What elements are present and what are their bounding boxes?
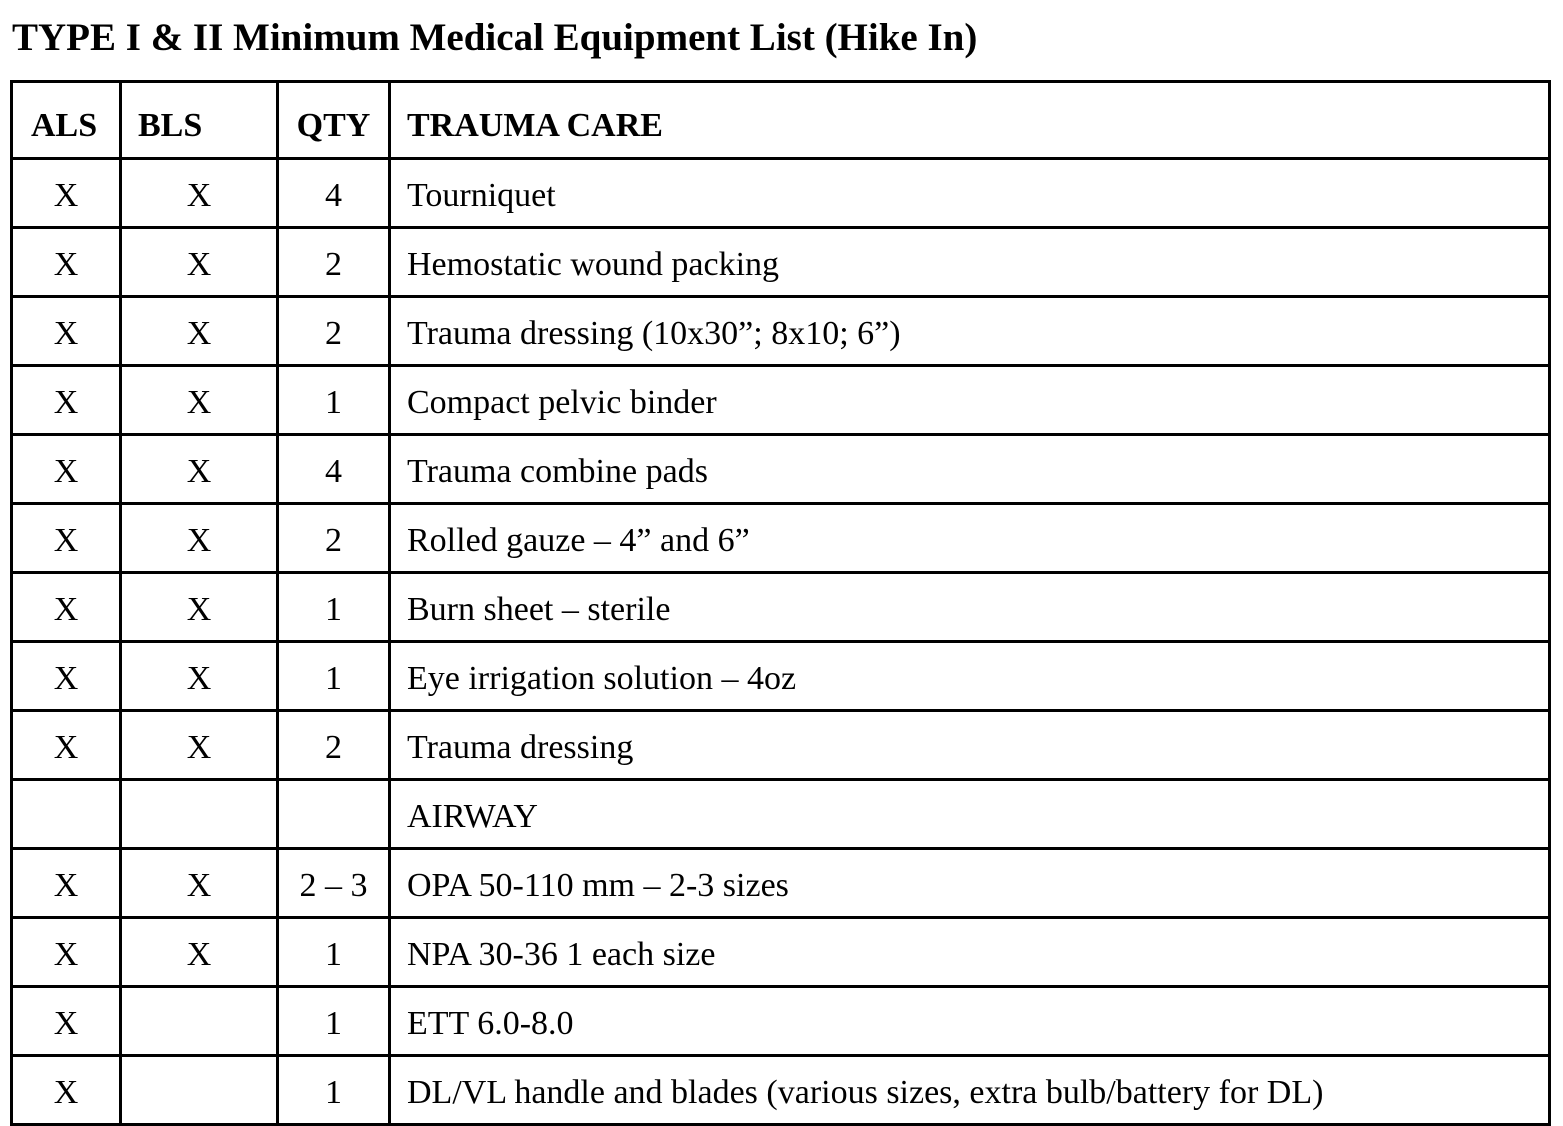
table-cell: X (119, 226, 279, 298)
table-cell: X (10, 847, 122, 919)
table-cell: X (119, 433, 279, 505)
table-cell: 1 (276, 916, 391, 988)
table-row: X X 2 Rolled gauze – 4” and 6” (10, 502, 1551, 574)
header-cell: QTY (276, 80, 391, 160)
table-cell: 1 (276, 640, 391, 712)
table-cell: Compact pelvic binder (388, 364, 1551, 436)
table-row: X X 1 Burn sheet – sterile (10, 571, 1551, 643)
header-row: ALS BLS QTY TRAUMA CARE (10, 80, 1551, 160)
table-cell: X (10, 1054, 122, 1126)
table-cell: Hemostatic wound packing (388, 226, 1551, 298)
table-cell: Rolled gauze – 4” and 6” (388, 502, 1551, 574)
table-cell: Burn sheet – sterile (388, 571, 1551, 643)
table-cell (119, 1054, 279, 1126)
table-cell: X (119, 502, 279, 574)
table-cell: X (10, 433, 122, 505)
table-cell: X (10, 295, 122, 367)
table-cell: 2 (276, 502, 391, 574)
equipment-table: ALS BLS QTY TRAUMA CARE X X 4 Tourniquet X X 2 Hem… (10, 80, 1551, 1126)
table-cell: 1 (276, 571, 391, 643)
table-cell: Tourniquet (388, 157, 1551, 229)
table-row: X X 1 NPA 30-36 1 each size (10, 916, 1551, 988)
table-row: X X 1 Eye irrigation solution – 4oz (10, 640, 1551, 712)
table-cell: 1 (276, 364, 391, 436)
table-row: X X 2 Trauma dressing (10x30”; 8x10; 6”) (10, 295, 1551, 367)
table-cell: X (10, 364, 122, 436)
header-cell: BLS (119, 80, 279, 160)
header-cell: TRAUMA CARE (388, 80, 1551, 160)
table-row: X X 4 Trauma combine pads (10, 433, 1551, 505)
table-cell: 2 (276, 295, 391, 367)
header-cell: ALS (10, 80, 122, 160)
table-cell: X (119, 364, 279, 436)
page: TYPE I & II Minimum Medical Equipment Li… (10, 16, 1551, 1126)
table-row: X 1 ETT 6.0-8.0 (10, 985, 1551, 1057)
table-row: X 1 DL/VL handle and blades (various sizes… (10, 1054, 1551, 1126)
table-cell: X (10, 709, 122, 781)
table-cell: X (119, 157, 279, 229)
table-cell: 4 (276, 433, 391, 505)
table-cell: X (10, 502, 122, 574)
table-cell: X (10, 226, 122, 298)
table-cell: ETT 6.0-8.0 (388, 985, 1551, 1057)
table-cell: X (119, 640, 279, 712)
table-row: AIRWAY (10, 778, 1551, 850)
table-cell: X (10, 985, 122, 1057)
table-cell: X (119, 916, 279, 988)
table-cell (119, 985, 279, 1057)
document-title: TYPE I & II Minimum Medical Equipment Li… (12, 16, 978, 59)
table-cell: NPA 30-36 1 each size (388, 916, 1551, 988)
table-cell: DL/VL handle and blades (various sizes, … (388, 1054, 1551, 1126)
table-cell: X (119, 847, 279, 919)
table-cell: Trauma dressing (10x30”; 8x10; 6”) (388, 295, 1551, 367)
table-cell: 2 (276, 709, 391, 781)
table-cell (119, 778, 279, 850)
table-cell (276, 778, 391, 850)
table-cell: X (119, 709, 279, 781)
table-cell: Trauma combine pads (388, 433, 1551, 505)
table-cell: 1 (276, 1054, 391, 1126)
table-cell: AIRWAY (388, 778, 1551, 850)
table-row: X X 2 Trauma dressing (10, 709, 1551, 781)
table-cell: X (10, 157, 122, 229)
table-cell: 2 – 3 (276, 847, 391, 919)
table-cell: 2 (276, 226, 391, 298)
table-cell: X (119, 571, 279, 643)
table-cell: X (10, 571, 122, 643)
table-cell: 4 (276, 157, 391, 229)
table-cell: X (10, 916, 122, 988)
table-cell (10, 778, 122, 850)
table-cell: 1 (276, 985, 391, 1057)
table-cell: OPA 50-110 mm – 2-3 sizes (388, 847, 1551, 919)
table-cell: X (10, 640, 122, 712)
table-cell: Eye irrigation solution – 4oz (388, 640, 1551, 712)
table-row: X X 4 Tourniquet (10, 157, 1551, 229)
table-cell: X (119, 295, 279, 367)
table-row: X X 1 Compact pelvic binder (10, 364, 1551, 436)
table-cell: Trauma dressing (388, 709, 1551, 781)
table-row: X X 2 Hemostatic wound packing (10, 226, 1551, 298)
